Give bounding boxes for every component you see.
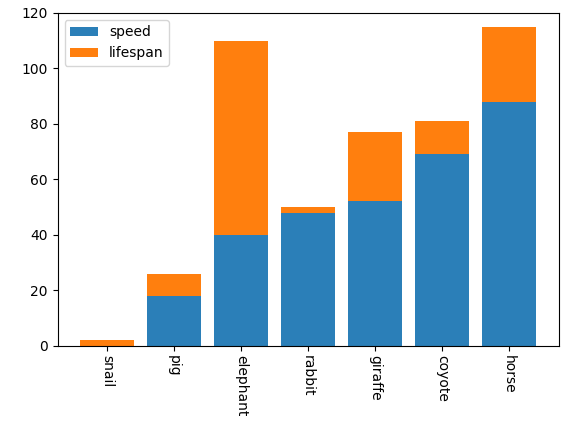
Bar (214, 235, 268, 346)
Bar (81, 340, 134, 346)
Bar (281, 207, 335, 213)
Bar (147, 273, 201, 296)
Bar (415, 154, 469, 346)
Bar (214, 41, 268, 235)
Bar (348, 201, 402, 346)
Bar (482, 102, 536, 346)
Bar (348, 132, 402, 201)
Bar (147, 296, 201, 346)
Bar (482, 27, 536, 102)
Bar (281, 213, 335, 346)
Bar (415, 121, 469, 154)
Legend: speed, lifespan: speed, lifespan (65, 20, 169, 66)
